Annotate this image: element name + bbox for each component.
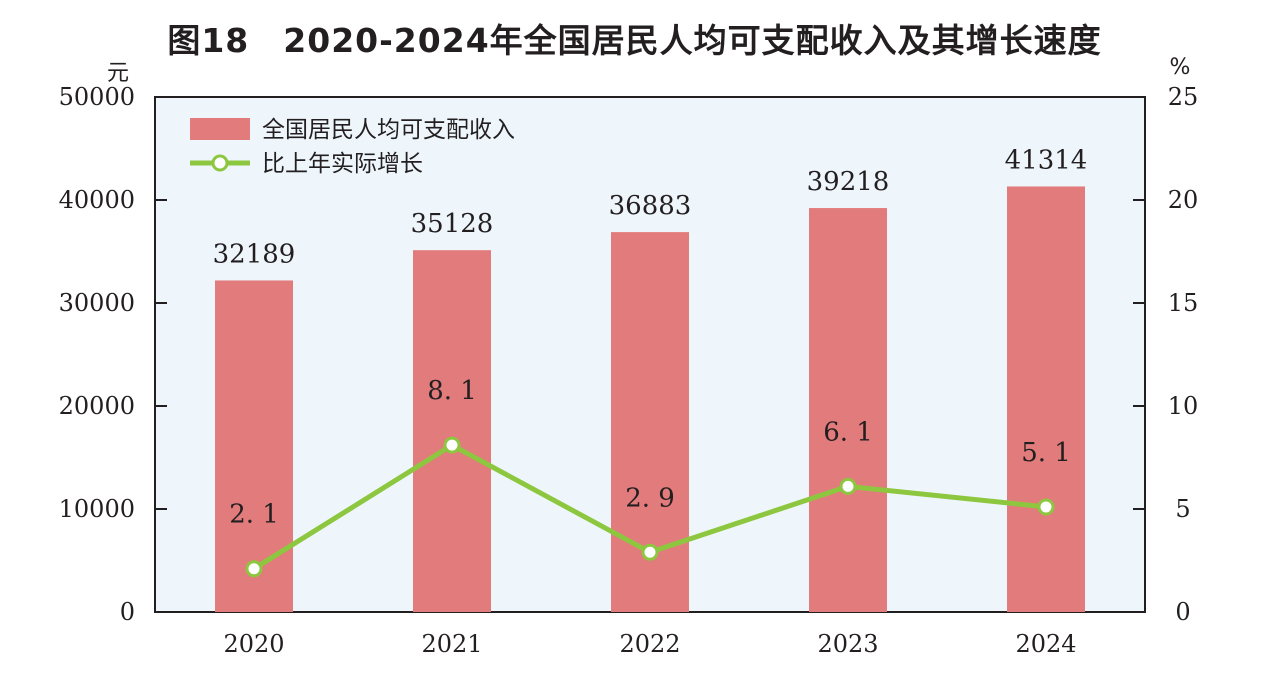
x-axis: 2020 2021 2022 2023 2024 [223,630,1076,658]
right-tick-label: 10 [1168,392,1199,420]
legend-label-bar: 全国居民人均可支配收入 [262,117,515,143]
left-axis: 0 10000 20000 30000 40000 50000 [59,83,167,626]
chart-title: 图18 2020-2024年全国居民人均可支配收入及其增长速度 [167,21,1102,60]
bar-value-label: 36883 [609,191,692,221]
right-tick-label: 20 [1168,186,1199,214]
growth-value-label: 8. 1 [427,376,477,406]
right-tick-label: 15 [1168,289,1199,317]
left-tick-label: 40000 [59,186,135,214]
line-series: 2. 1 8. 1 2. 9 6. 1 5. 1 [229,376,1071,578]
right-tick-label: 0 [1175,598,1190,626]
bar-2020 [215,280,293,612]
legend-label-line: 比上年实际增长 [262,151,423,177]
left-tick-label: 20000 [59,392,135,420]
bar-value-label: 39218 [807,167,890,197]
right-axis: 0 5 10 15 20 25 [1133,83,1198,626]
growth-point-2023 [839,477,857,495]
bar-2024 [1007,186,1085,612]
x-tick-label: 2020 [223,630,284,658]
growth-value-label: 2. 1 [229,500,279,530]
x-tick-label: 2021 [421,630,482,658]
legend-swatch-marker [211,154,229,172]
x-tick-label: 2023 [817,630,878,658]
bar-value-label: 41314 [1005,145,1088,175]
right-tick-label: 5 [1175,495,1190,523]
bar-value-label: 32189 [213,239,296,269]
growth-point-2020 [245,560,263,578]
legend-swatch-bar [190,118,250,140]
growth-value-label: 6. 1 [823,417,873,447]
growth-point-2022 [641,543,659,561]
bar-series: 32189 35128 36883 39218 41314 [213,145,1088,613]
left-tick-label: 50000 [59,83,135,111]
bar-2023 [809,208,887,612]
left-tick-label: 30000 [59,289,135,317]
growth-point-2024 [1037,498,1055,516]
growth-value-label: 5. 1 [1021,438,1071,468]
growth-value-label: 2. 9 [625,483,675,513]
x-tick-label: 2022 [619,630,680,658]
left-tick-label: 0 [120,598,135,626]
right-tick-label: 25 [1168,83,1199,111]
left-axis-unit: 元 [107,61,129,86]
x-tick-label: 2024 [1015,630,1076,658]
growth-point-2021 [443,436,461,454]
left-tick-label: 10000 [59,495,135,523]
bar-value-label: 35128 [411,209,494,239]
bar-2021 [413,250,491,613]
right-axis-unit: % [1170,55,1191,80]
